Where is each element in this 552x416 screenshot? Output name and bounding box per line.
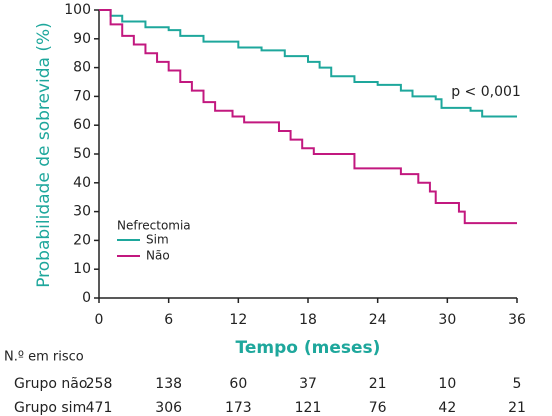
risk-value: 173 [225,400,252,416]
risk-value: 306 [155,400,182,416]
y-tick-label: 60 [73,117,91,133]
x-tick-label: 30 [438,312,456,328]
survival-curve [99,9,517,225]
y-axis-label: Probabilidade de sobrevida (%) [34,22,54,288]
legend-title: Nefrectomia [117,219,191,233]
x-tick-label: 36 [508,312,526,328]
x-tick-label: 0 [95,312,104,328]
y-tick-label: 100 [64,2,91,18]
risk-value: 138 [155,376,182,392]
risk-value: 37 [299,376,317,392]
risk-value: 121 [295,400,322,416]
survival-curve [99,9,517,118]
risk-value: 76 [369,400,387,416]
y-tick-label: 80 [73,60,91,76]
risk-value: 21 [508,400,526,416]
risk-value: 60 [229,376,247,392]
risk-value: 10 [438,376,456,392]
y-tick-label: 90 [73,31,91,47]
y-tick-label: 10 [73,261,91,277]
risk-value: 258 [86,376,113,392]
annotation: p < 0,001 [451,84,521,100]
x-tick-label: 24 [369,312,387,328]
x-tick-label: 18 [299,312,317,328]
risk-value: 471 [86,400,113,416]
x-tick-label: 12 [229,312,247,328]
risk-title: N.º em risco [4,350,84,365]
y-tick-label: 0 [82,290,91,306]
y-tick-label: 40 [73,175,91,191]
y-tick-label: 20 [73,232,91,248]
y-tick-label: 50 [73,146,91,162]
legend-label: Sim [146,233,169,247]
risk-row-label: Grupo não [14,376,87,392]
y-tick-label: 30 [73,204,91,220]
risk-value: 21 [369,376,387,392]
risk-value: 5 [513,376,522,392]
x-tick-label: 6 [164,312,173,328]
y-tick-label: 70 [73,88,91,104]
risk-value: 42 [438,400,456,416]
risk-row-label: Grupo sim [14,400,86,416]
legend-label: Não [146,249,170,263]
x-axis-label: Tempo (meses) [236,338,381,358]
